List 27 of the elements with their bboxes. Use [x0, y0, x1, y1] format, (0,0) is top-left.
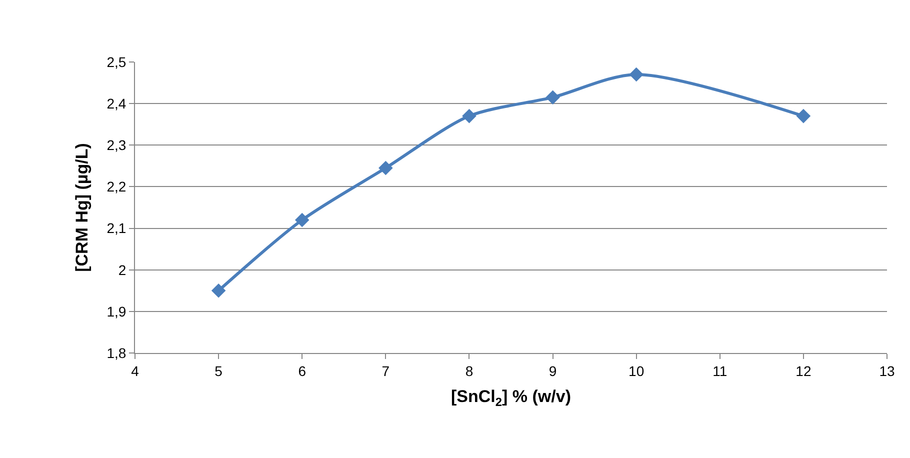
y-tick-label: 1,9: [106, 303, 126, 320]
x-axis-title: [SnCl$_{2}$] % (w/v): [451, 387, 571, 409]
y-tick-label: 1,8: [106, 344, 126, 361]
x-tick-label: 4: [131, 362, 140, 379]
x-tick-label: 5: [214, 362, 223, 379]
point: [796, 108, 811, 124]
y-tick-label: 2,5: [106, 54, 126, 70]
x-tick-label: 9: [548, 362, 557, 379]
y-tick-label: 2,1: [106, 220, 126, 236]
x-tick-label: 13: [879, 362, 895, 379]
point: [294, 212, 310, 228]
y-tick-label: 2: [118, 262, 126, 278]
y-axis-title: [CRM Hg] (µg/L): [72, 143, 92, 272]
x-tick-label: 6: [298, 362, 306, 379]
point: [211, 283, 226, 298]
point: [462, 108, 476, 124]
y-tick-label: 2,3: [106, 137, 126, 154]
point: [378, 160, 393, 176]
y-tick-label: 2,4: [106, 95, 126, 112]
x-tick-label: 11: [712, 362, 728, 379]
x-tick-label: 12: [796, 362, 812, 379]
x-tick-label: 8: [465, 362, 474, 379]
point: [546, 90, 560, 104]
x-tick-label: 10: [628, 362, 644, 379]
point: [629, 67, 644, 82]
y-tick-label: 2,2: [106, 178, 126, 195]
x-tick-label: 7: [382, 362, 390, 379]
